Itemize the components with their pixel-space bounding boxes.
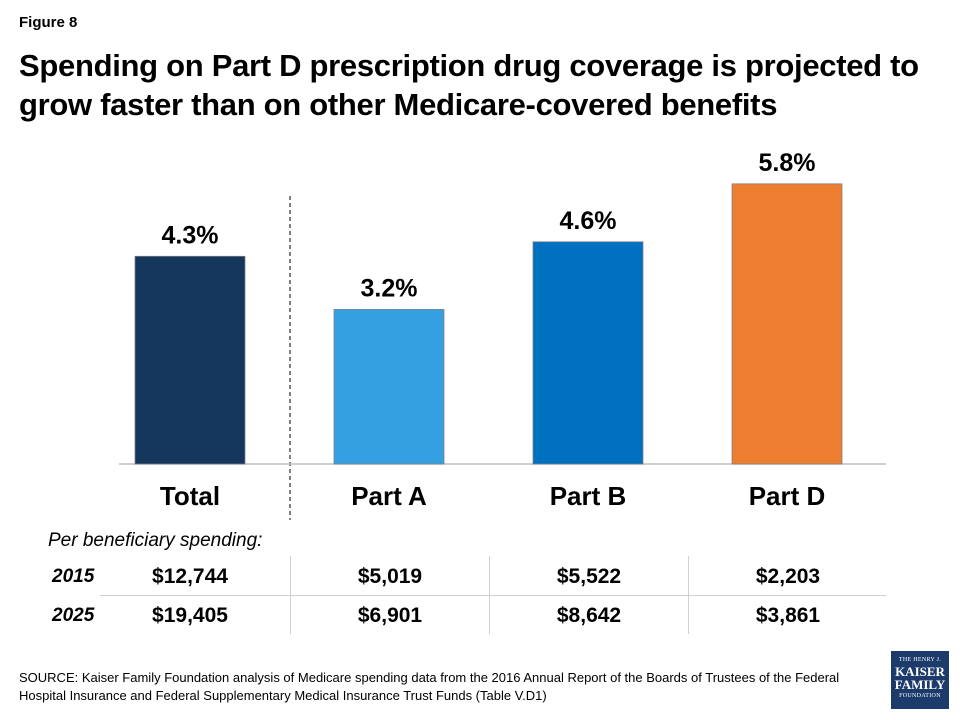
logo-line: THE HENRY J. — [898, 657, 942, 663]
table-cell: $5,522 — [556, 565, 622, 588]
table-row-separator — [100, 595, 886, 596]
bar-chart: 4.3% Total 3.2% Part A 4.6% Part B 5.8% Part D — [119, 149, 886, 520]
source-note: SOURCE: Kaiser Family Foundation analysi… — [19, 670, 840, 703]
table-row-year-2025: 2025 — [52, 605, 95, 626]
per-beneficiary-label: Per beneficiary spending: — [48, 530, 263, 551]
bar-part-b — [532, 241, 644, 465]
table-cell: $8,642 — [556, 604, 622, 627]
table-cell: $2,203 — [755, 565, 821, 588]
logo-line: KAISER — [895, 664, 945, 679]
logo-line: FOUNDATION — [899, 693, 941, 699]
category-label: Part A — [351, 481, 427, 511]
logo-line: FAMILY — [894, 677, 946, 692]
table-cell: $19,405 — [152, 604, 228, 627]
kff-logo: THE HENRY J. KAISER FAMILY FOUNDATION — [891, 651, 949, 709]
table-row-year-2015: 2015 — [52, 566, 95, 587]
data-label: 4.6% — [560, 207, 617, 235]
category-label: Part B — [550, 481, 627, 511]
table-cell: $12,744 — [152, 565, 228, 588]
category-label: Part D — [749, 481, 826, 511]
category-label: Total — [160, 481, 220, 511]
bar-part-a — [333, 309, 445, 465]
figure-label: Figure 8 — [19, 14, 78, 31]
table-cell: $6,901 — [357, 604, 423, 627]
bar-total — [134, 255, 246, 465]
data-label: 4.3% — [162, 221, 219, 249]
data-label: 3.2% — [361, 274, 418, 302]
data-label: 5.8% — [759, 149, 816, 177]
table-cell: $5,019 — [357, 565, 423, 588]
table-cell: $3,861 — [755, 604, 821, 627]
bar-part-d — [731, 183, 843, 465]
chart-title: Spending on Part D prescription drug cov… — [19, 48, 919, 122]
